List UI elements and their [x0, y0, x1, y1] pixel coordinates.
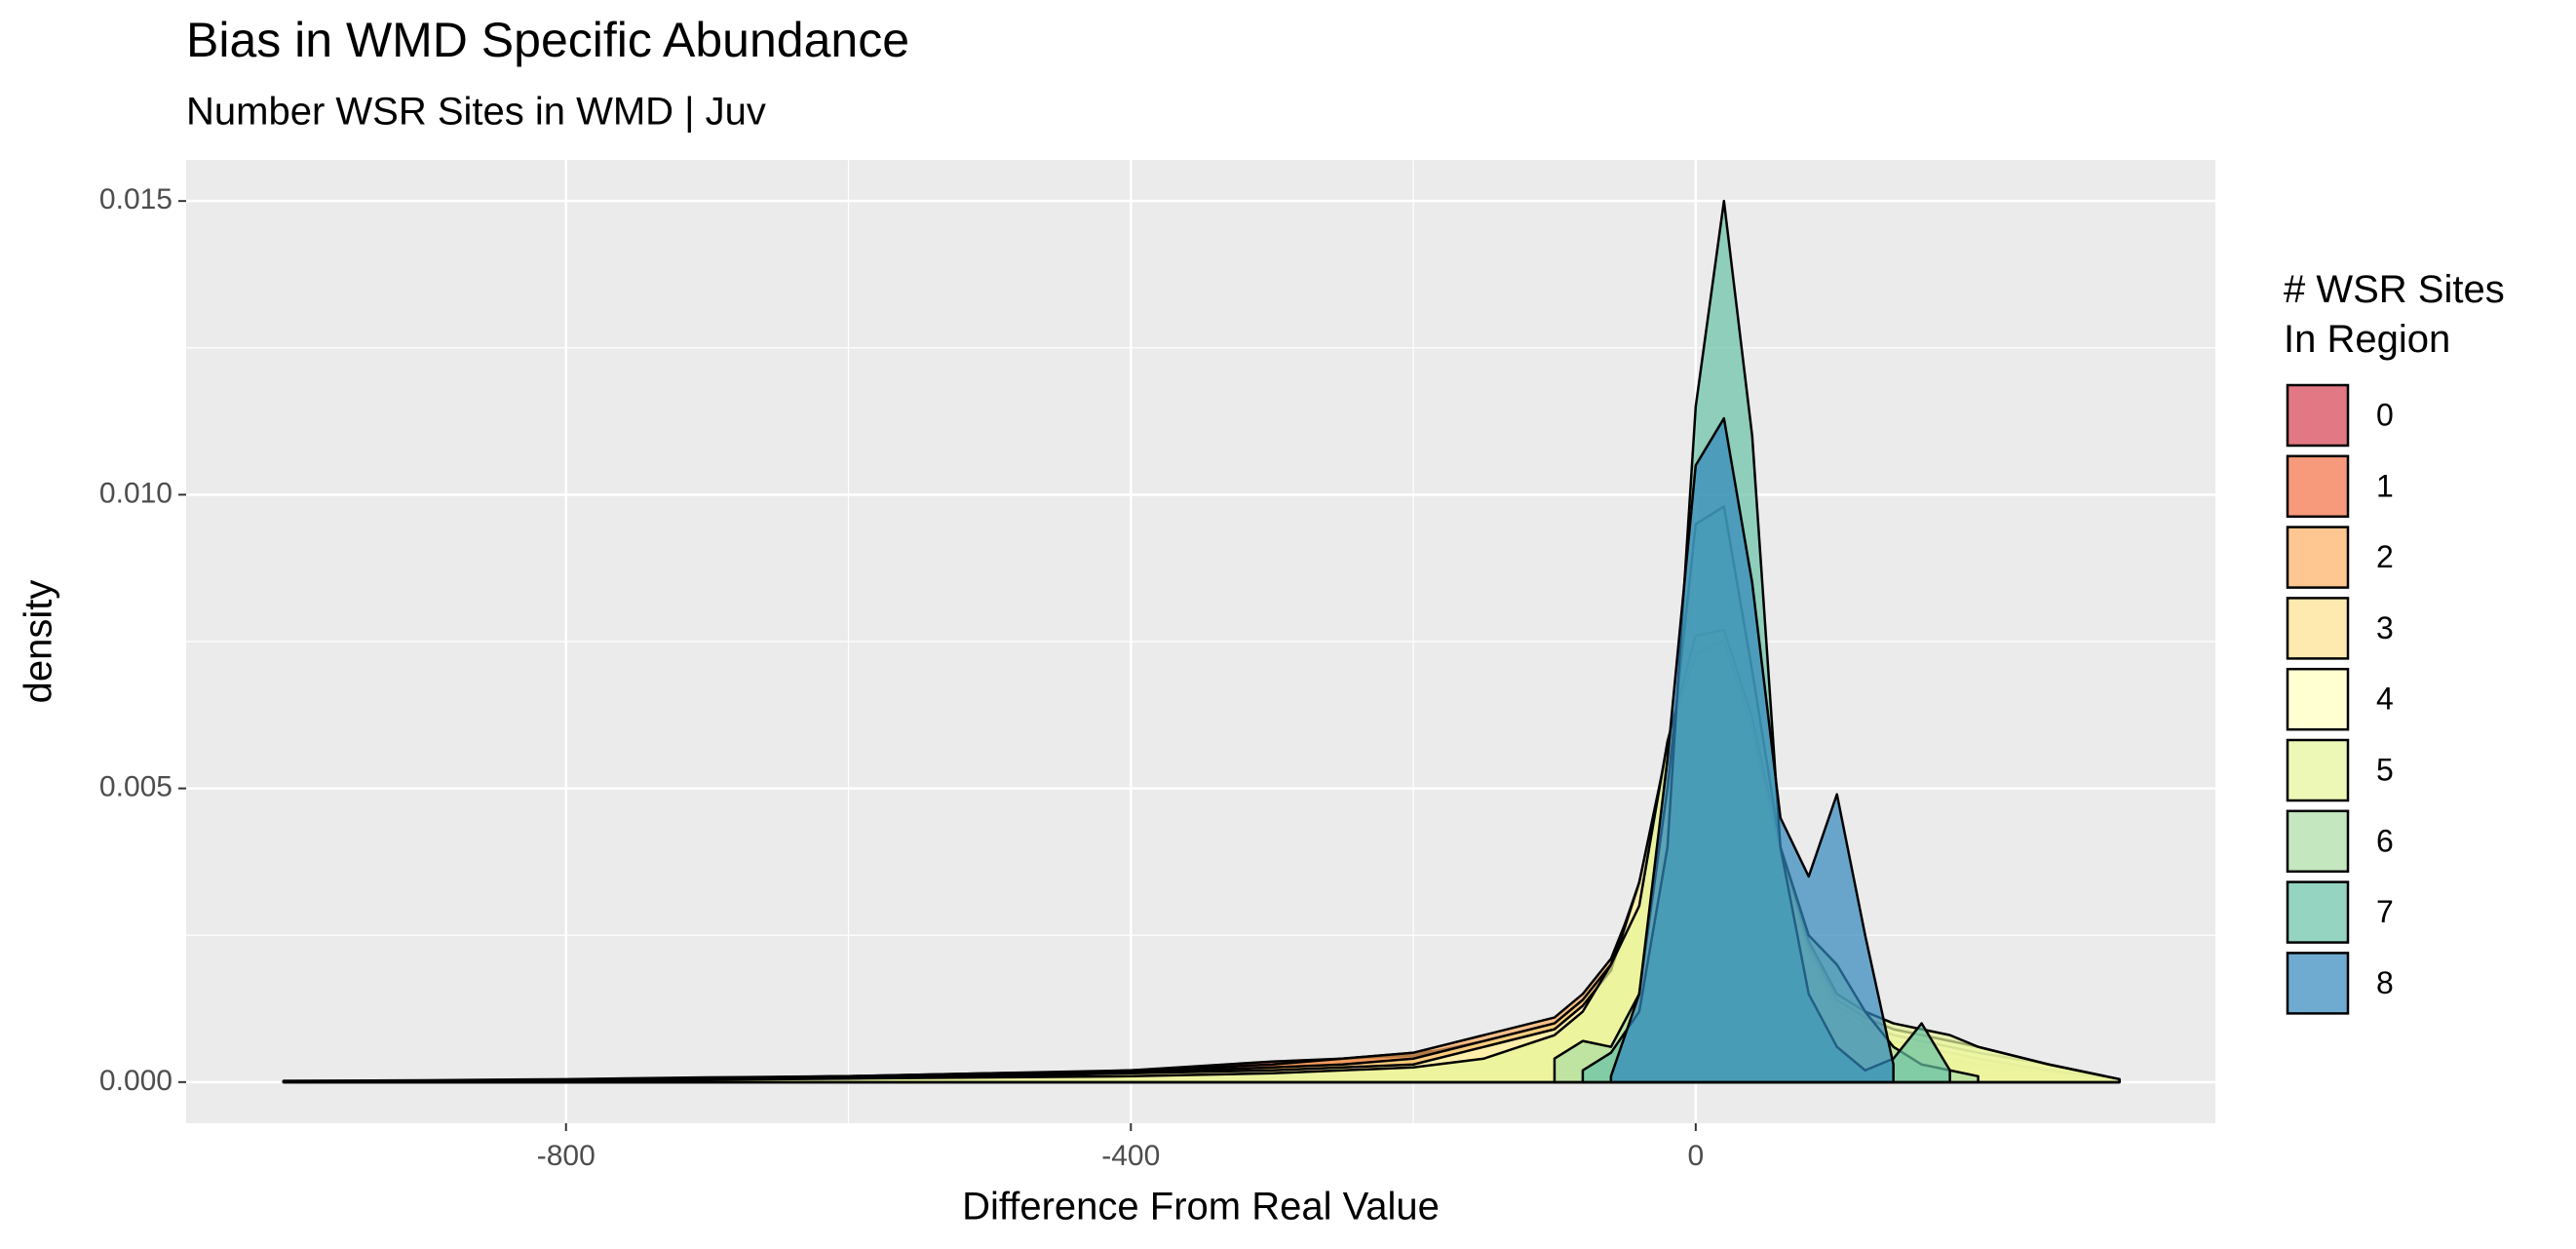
legend-key [2286, 952, 2350, 1015]
legend-key [2286, 597, 2350, 660]
x-tick-label: -800 [537, 1140, 596, 1172]
legend-key [2286, 809, 2350, 874]
legend-label: 0 [2376, 397, 2394, 432]
x-tick-label: -400 [1101, 1140, 1160, 1172]
legend-label: 4 [2376, 682, 2394, 717]
legend-key [2286, 880, 2350, 944]
legend-title: # WSR Sites In Region [2284, 268, 2505, 361]
legend-label: 6 [2376, 823, 2394, 858]
y-tick-label: 0.000 [99, 1065, 173, 1097]
legend-key [2286, 738, 2350, 802]
legend-key [2286, 526, 2350, 589]
chart-subtitle: Number WSR Sites in WMD | Juv [186, 91, 766, 134]
y-tick-label: 0.010 [99, 477, 173, 509]
y-tick-label: 0.015 [99, 183, 173, 215]
y-axis-title: density [18, 580, 60, 704]
density-area [1609, 416, 1895, 1084]
legend-label: 7 [2376, 894, 2394, 929]
legend-label: 2 [2376, 539, 2394, 574]
legend-label: 3 [2376, 610, 2394, 645]
legend-label: 8 [2376, 965, 2394, 1000]
legend-key [2286, 383, 2350, 448]
legend-label: 5 [2376, 752, 2394, 787]
legend-label: 1 [2376, 468, 2394, 503]
chart-title: Bias in WMD Specific Abundance [186, 13, 909, 67]
legend-key [2286, 454, 2350, 519]
y-tick-label: 0.005 [99, 771, 173, 803]
x-tick-label: 0 [1687, 1140, 1704, 1172]
legend-key [2286, 667, 2350, 731]
x-axis-title: Difference From Real Value [962, 1186, 1440, 1229]
